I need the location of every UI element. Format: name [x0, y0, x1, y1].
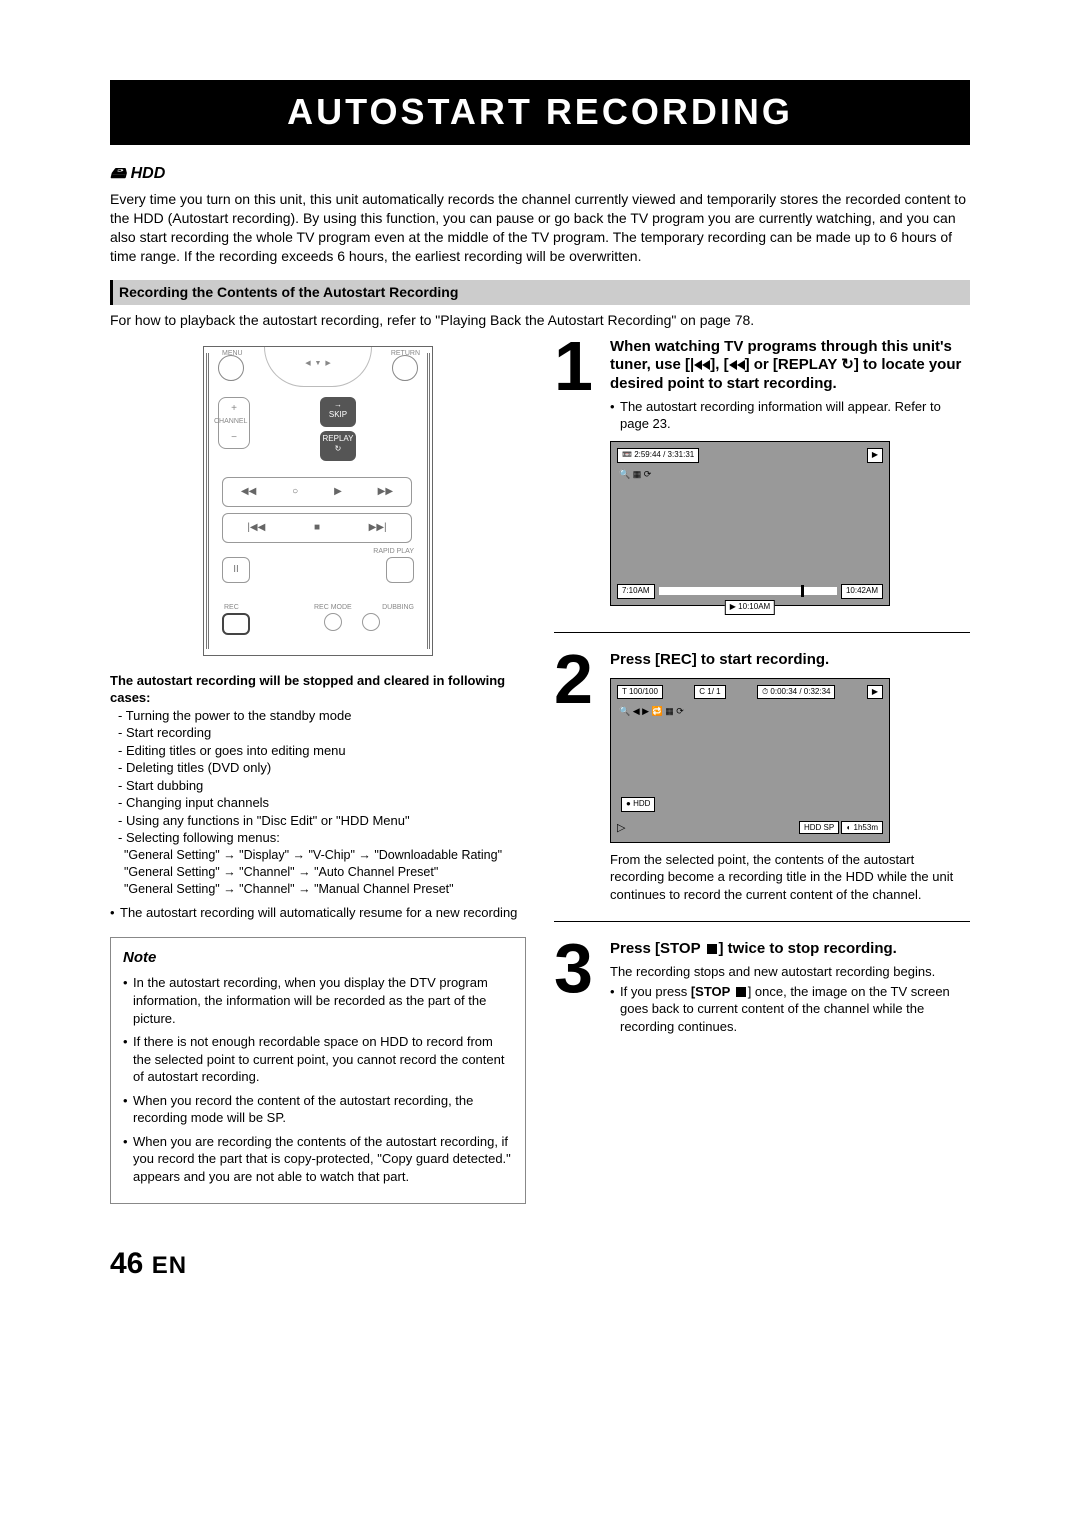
note-title: Note: [123, 948, 513, 968]
step-1-bullet: The autostart recording information will…: [610, 398, 970, 433]
menu-paths: "General Setting" → "Display" → "V-Chip"…: [110, 847, 526, 898]
remote-illustration: MENU RETURN ◀ ▼ ▶ + − CHANNEL →SKIP REPL…: [203, 346, 433, 656]
step-3: 3 Press [STOP ] twice to stop recording.…: [554, 940, 970, 1053]
step-number: 3: [554, 940, 600, 1035]
note-box: Note In the autostart recording, when yo…: [110, 937, 526, 1204]
list-item: Turning the power to the standby mode: [118, 707, 526, 725]
step-number: 2: [554, 651, 600, 903]
page-number: 46 EN: [110, 1244, 970, 1285]
resume-note: •The autostart recording will automatica…: [110, 904, 526, 922]
list-item: Selecting following menus:: [118, 829, 526, 847]
screen-illustration-2: T 100/100 C 1/ 1 ⏱ 0:00:34 / 0:32:34 ▶ 🔍…: [610, 678, 890, 843]
screen-illustration-1: 📼 2:59:44 / 3:31:31 ▶ 🔍 ▦ ⟳ 7:10AM 10:42…: [610, 441, 890, 606]
step-2: 2 Press [REC] to start recording. T 100/…: [554, 651, 970, 922]
cases-block: The autostart recording will be stopped …: [110, 672, 526, 922]
list-item: Deleting titles (DVD only): [118, 759, 526, 777]
step-3-title: Press [STOP ] twice to stop recording.: [610, 940, 970, 959]
cases-title: The autostart recording will be stopped …: [110, 672, 526, 707]
list-item: Start recording: [118, 724, 526, 742]
step-1: 1 When watching TV programs through this…: [554, 338, 970, 633]
step-2-title: Press [REC] to start recording.: [610, 651, 970, 670]
step-1-title: When watching TV programs through this u…: [610, 338, 970, 394]
playback-reference: For how to playback the autostart record…: [110, 311, 970, 330]
step-3-bullet: If you press [STOP ] once, the image on …: [610, 983, 970, 1036]
section-header: Recording the Contents of the Autostart …: [110, 280, 970, 305]
note-item: When you are recording the contents of t…: [123, 1133, 513, 1186]
right-column: 1 When watching TV programs through this…: [554, 338, 970, 1205]
list-item: Using any functions in "Disc Edit" or "H…: [118, 812, 526, 830]
list-item: Editing titles or goes into editing menu: [118, 742, 526, 760]
list-item: Start dubbing: [118, 777, 526, 795]
step-number: 1: [554, 338, 600, 614]
step-2-desc: From the selected point, the contents of…: [610, 851, 970, 904]
hdd-badge: 🖴 HDD: [110, 163, 165, 185]
intro-paragraph: Every time you turn on this unit, this u…: [110, 190, 970, 266]
note-item: If there is not enough recordable space …: [123, 1033, 513, 1086]
note-item: In the autostart recording, when you dis…: [123, 974, 513, 1027]
list-item: Changing input channels: [118, 794, 526, 812]
left-column: MENU RETURN ◀ ▼ ▶ + − CHANNEL →SKIP REPL…: [110, 338, 526, 1205]
page-title: AUTOSTART RECORDING: [110, 80, 970, 145]
cases-list: Turning the power to the standby mode St…: [110, 707, 526, 847]
step-3-desc: The recording stops and new autostart re…: [610, 963, 970, 981]
note-item: When you record the content of the autos…: [123, 1092, 513, 1127]
